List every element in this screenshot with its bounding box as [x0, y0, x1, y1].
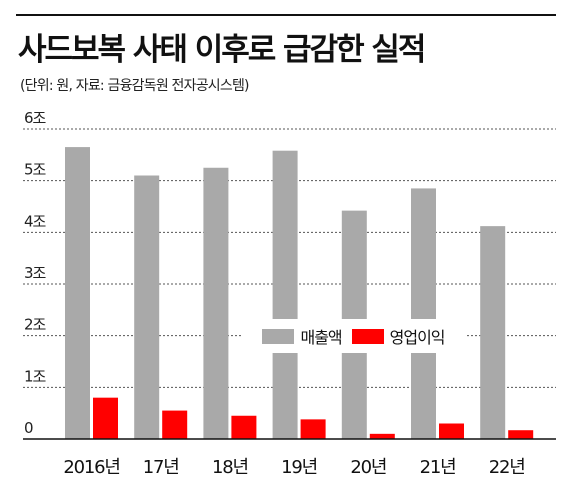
- bar-operating-profit: [369, 433, 395, 439]
- bar-revenue: [134, 175, 160, 439]
- legend-label-revenue: 매출액: [300, 328, 342, 347]
- bar-operating-profit: [93, 397, 118, 439]
- y-tick-label: 6조: [24, 109, 47, 127]
- legend-item-operating-profit: 영업이익: [351, 324, 446, 348]
- bar-revenue: [480, 226, 506, 439]
- y-tick-label: 5조: [24, 161, 47, 179]
- legend-item-revenue: 매출액: [262, 324, 343, 348]
- legend-swatch-revenue: [262, 328, 295, 344]
- y-tick-label: 1조: [24, 367, 47, 385]
- bar-operating-profit: [231, 415, 257, 439]
- x-tick-label: 17년: [143, 457, 179, 478]
- bar-revenue: [203, 167, 229, 439]
- x-tick-label: 19년: [281, 457, 317, 478]
- y-tick-label: 4조: [24, 212, 47, 230]
- bar-revenue: [411, 188, 436, 439]
- chart-legend: 매출액 영업이익: [241, 319, 466, 353]
- legend-label-operating-profit: 영업이익: [389, 328, 446, 347]
- bar-revenue: [272, 150, 298, 439]
- chart-title: 사드보복 사태 이후로 급감한 실적: [18, 32, 426, 68]
- top-rule: [16, 14, 556, 16]
- chart-subtitle: (단위: 원, 자료: 금융감독원 전자공시스템): [20, 78, 250, 94]
- y-tick-label: 2조: [24, 316, 47, 334]
- x-tick-label: 2016년: [63, 457, 119, 478]
- x-tick-label: 21년: [420, 457, 456, 478]
- x-tick-label: 22년: [489, 457, 525, 478]
- bar-revenue: [65, 147, 90, 440]
- y-tick-label: 3조: [24, 264, 47, 282]
- bar-operating-profit: [300, 419, 326, 439]
- y-tick-label: 0: [24, 419, 33, 437]
- bar-operating-profit: [508, 430, 534, 439]
- bar-operating-profit: [162, 410, 188, 439]
- x-tick-label: 18년: [212, 457, 248, 478]
- x-tick-label: 20년: [350, 457, 386, 478]
- bar-operating-profit: [439, 423, 464, 439]
- legend-swatch-operating-profit: [351, 328, 384, 344]
